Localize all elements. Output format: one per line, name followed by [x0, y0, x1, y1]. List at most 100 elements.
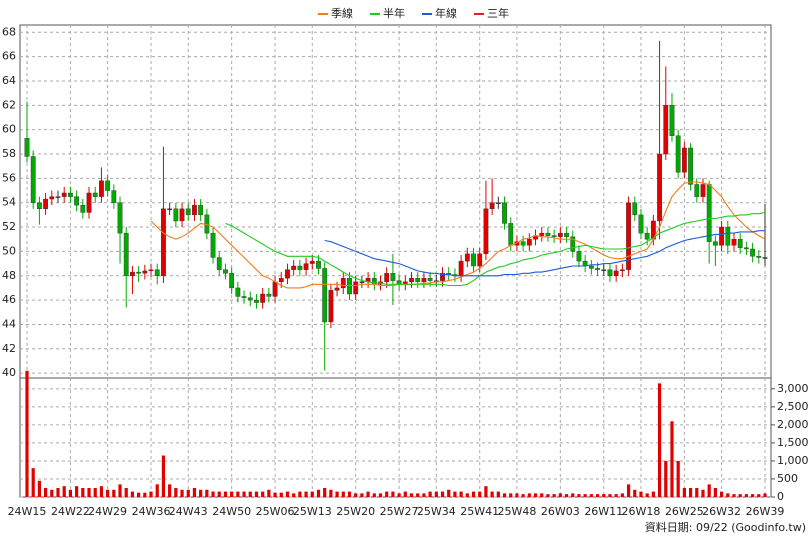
x-tick-label: 26W32: [702, 505, 741, 518]
candle-body: [502, 202, 507, 224]
y-tick-label: 46: [2, 293, 16, 306]
volume-bar: [242, 491, 246, 497]
volume-bar: [440, 491, 445, 497]
candle-body: [123, 232, 129, 276]
volume-bar: [602, 494, 606, 497]
volume-bar: [695, 487, 699, 497]
legend-label: 季線: [331, 6, 353, 20]
candle-body: [347, 277, 352, 295]
volume-bar: [143, 492, 147, 497]
candle-body: [725, 226, 731, 246]
volume-bar: [577, 494, 581, 497]
volume-bar: [118, 484, 122, 497]
volume-bar: [304, 491, 308, 497]
volume-bar: [292, 493, 296, 497]
x-tick-label: 25W06: [256, 505, 295, 518]
candle-body: [663, 105, 669, 155]
volume-bar: [428, 491, 432, 497]
candle-body: [688, 147, 693, 185]
volume-bar: [137, 492, 141, 497]
candle-body: [495, 202, 501, 204]
volume-bar: [558, 493, 562, 497]
candle-body: [278, 277, 284, 283]
volume-bar: [25, 370, 29, 497]
candle-body: [588, 265, 594, 269]
candle-body: [254, 299, 259, 303]
volume-bar: [571, 493, 575, 497]
legend-label: 半年: [383, 6, 405, 20]
volume-tick-label: 3,000: [777, 382, 808, 395]
volume-bar: [56, 487, 60, 497]
volume-bar: [502, 493, 507, 497]
volume-bar: [192, 487, 197, 497]
candle-body: [43, 198, 49, 210]
candle-body: [440, 273, 445, 281]
candle-body: [148, 269, 154, 272]
volume-bar: [732, 494, 736, 497]
volume-bar: [161, 455, 166, 497]
x-tick-label: 26W39: [746, 505, 785, 518]
y-tick-label: 50: [2, 244, 16, 257]
volume-bar: [329, 489, 333, 497]
volume-bar: [651, 491, 655, 497]
candle-body: [396, 280, 402, 285]
candle-body: [415, 277, 421, 283]
candle-body: [266, 293, 272, 297]
legend-label: 三年: [487, 6, 509, 20]
volume-bar: [155, 484, 159, 497]
volume-bar: [490, 491, 494, 497]
x-tick-label: 26W25: [665, 505, 704, 518]
volume-bar: [738, 494, 742, 497]
candle-body: [564, 232, 569, 237]
volume-bar: [372, 493, 376, 497]
candle-body: [216, 257, 222, 270]
candle-body: [210, 232, 216, 258]
candle-body: [74, 196, 80, 206]
y-tick-label: 62: [2, 98, 16, 111]
volume-bar: [316, 489, 321, 497]
x-tick-label: 24W43: [169, 505, 208, 518]
candle-body: [644, 232, 650, 240]
volume-bar: [174, 487, 178, 497]
volume-bar: [447, 489, 451, 497]
ma-line: [225, 211, 766, 287]
volume-tick-label: 2,500: [777, 400, 808, 413]
candle-body: [291, 265, 297, 270]
volume-bar: [180, 489, 184, 497]
candle-body: [198, 204, 204, 216]
candle-body: [49, 196, 55, 200]
candle-body: [607, 269, 613, 276]
volume-bar: [744, 494, 748, 497]
volume-bar: [87, 487, 91, 497]
volume-bar: [416, 493, 420, 497]
y-tick-label: 52: [2, 220, 16, 233]
legend-label: 年線: [435, 6, 457, 20]
volume-tick-label: 0: [777, 490, 784, 503]
volume-bar: [378, 493, 383, 497]
y-tick-label: 58: [2, 147, 16, 160]
volume-bar: [409, 493, 414, 497]
volume-bar: [509, 493, 513, 497]
candle-body: [613, 270, 619, 276]
candle-body: [694, 184, 700, 197]
candle-body: [61, 192, 67, 197]
volume-bar: [540, 493, 544, 497]
volume-bar: [267, 489, 271, 497]
candle-body: [700, 184, 706, 197]
candle-body: [167, 208, 173, 211]
volume-bar: [484, 486, 488, 497]
volume-bar: [31, 468, 35, 497]
candle-body: [192, 204, 197, 216]
volume-bar: [106, 489, 110, 497]
candle-body: [241, 296, 247, 298]
candle-body: [601, 269, 607, 271]
volume-bar: [757, 494, 761, 497]
volume-bar: [527, 493, 531, 497]
volume-bar: [385, 491, 389, 497]
candle-body: [657, 153, 662, 222]
candle-body: [30, 156, 36, 203]
candle-body: [179, 208, 185, 222]
volume-bar: [273, 492, 277, 497]
volume-bar: [657, 383, 662, 497]
